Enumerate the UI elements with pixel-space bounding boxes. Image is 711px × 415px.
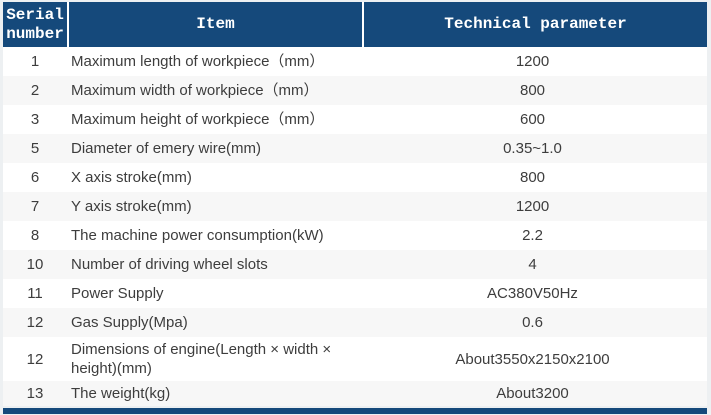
column-divider	[362, 2, 364, 47]
value-cell: 2.2	[522, 227, 543, 244]
serial-cell: 6	[30, 169, 40, 186]
item-cell: Maximum width of workpiece（mm）	[71, 82, 319, 99]
value-cell: 800	[519, 169, 546, 186]
table-row: 1 Maximum length of workpiece（mm） 1200	[3, 47, 707, 76]
table-row: 12 Dimensions of engine(Length × width ×…	[3, 337, 707, 381]
serial-cell: 13	[26, 385, 44, 402]
serial-cell: 11	[27, 285, 43, 302]
item-cell: Maximum height of workpiece（mm）	[71, 111, 325, 128]
value-cell: 1200	[515, 198, 550, 215]
table-row: 5 Diameter of emery wire(mm) 0.35~1.0	[3, 134, 707, 163]
value-cell: 1200	[515, 53, 550, 70]
table-row: 7 Y axis stroke(mm) 1200	[3, 192, 707, 221]
item-cell: X axis stroke(mm)	[71, 169, 192, 186]
serial-cell: 7	[30, 198, 40, 215]
value-cell: 4	[528, 256, 537, 273]
item-cell: Dimensions of engine(Length × width × he…	[71, 341, 332, 377]
item-cell: The weight(kg)	[71, 385, 171, 402]
item-cell: Maximum length of workpiece（mm）	[71, 53, 325, 70]
table-row: 11 Power Supply AC380V50Hz	[3, 279, 707, 308]
technical-parameter-table: Serial number Item Technical parameter 1…	[3, 2, 707, 414]
value-cell: About3200	[496, 385, 569, 402]
table-row: 8 The machine power consumption(kW) 2.2	[3, 221, 707, 250]
item-cell: The machine power consumption(kW)	[71, 227, 324, 244]
item-cell: Diameter of emery wire(mm)	[71, 140, 262, 157]
serial-cell: 12	[26, 314, 44, 331]
item-cell: Y axis stroke(mm)	[71, 198, 192, 215]
table-row: 3 Maximum height of workpiece（mm） 600	[3, 105, 707, 134]
serial-cell: 10	[26, 256, 44, 273]
table-row: 6 X axis stroke(mm) 800	[3, 163, 707, 192]
value-cell: 600	[519, 111, 546, 128]
serial-cell: 1	[30, 53, 40, 70]
column-divider	[67, 2, 69, 47]
value-cell: AC380V50Hz	[487, 285, 578, 302]
value-cell: 0.35~1.0	[503, 140, 562, 157]
serial-cell: 5	[30, 140, 40, 157]
column-header-item: Item	[196, 15, 235, 33]
value-cell: About3550x2150x2100	[455, 350, 610, 368]
item-cell: Power Supply	[71, 285, 164, 302]
table-header-row: Serial number Item Technical parameter	[3, 2, 707, 47]
table-bottom-bar	[3, 408, 707, 414]
column-header-technical-parameter: Technical parameter	[444, 15, 627, 33]
column-header-serial-number: Serial number	[6, 5, 64, 43]
table-row: 13 The weight(kg) About3200	[3, 381, 707, 406]
serial-cell: 2	[30, 82, 40, 99]
serial-cell: 12	[26, 350, 44, 368]
table-row: 2 Maximum width of workpiece（mm） 800	[3, 76, 707, 105]
value-cell: 0.6	[522, 314, 543, 331]
table-row: 12 Gas Supply(Mpa) 0.6	[3, 308, 707, 337]
item-cell: Gas Supply(Mpa)	[71, 314, 188, 331]
serial-cell: 8	[30, 227, 40, 244]
value-cell: 800	[519, 82, 546, 99]
item-cell: Number of driving wheel slots	[71, 256, 268, 273]
table-body: 1 Maximum length of workpiece（mm） 1200 2…	[3, 47, 707, 406]
table-row: 10 Number of driving wheel slots 4	[3, 250, 707, 279]
serial-cell: 3	[30, 111, 40, 128]
